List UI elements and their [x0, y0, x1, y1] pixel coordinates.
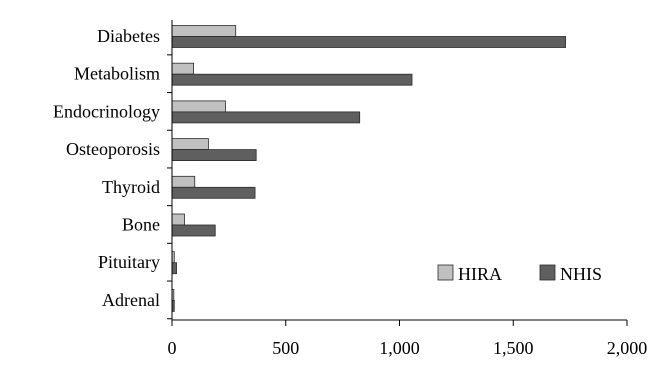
legend: HIRA NHIS	[437, 264, 602, 284]
category-label-pituitary: Pituitary	[98, 252, 160, 272]
x-tick-label: 2,000	[607, 338, 648, 358]
category-label-adrenal: Adrenal	[102, 290, 160, 310]
category-label-metabolism: Metabolism	[74, 64, 160, 84]
x-tick-label: 0	[168, 338, 177, 358]
bar-nhis-osteoporosis	[171, 149, 257, 162]
category-label-endocrinology: Endocrinology	[53, 101, 160, 121]
x-tick-label: 500	[272, 338, 299, 358]
legend-swatch-nhis	[539, 264, 556, 281]
bar-nhis-diabetes	[171, 36, 566, 48]
bar-hira-thyroid	[171, 175, 196, 188]
bar-nhis-bone	[171, 224, 216, 237]
bar-hira-endocrinology	[171, 100, 226, 113]
legend-swatch-hira	[437, 264, 454, 281]
bar-nhis-thyroid	[171, 186, 256, 199]
legend-label-hira: HIRA	[458, 264, 502, 284]
category-label-thyroid: Thyroid	[102, 177, 160, 197]
x-tick-label: 1,500	[493, 338, 534, 358]
x-tick-label: 1,000	[379, 338, 420, 358]
bar-hira-osteoporosis	[171, 138, 209, 151]
category-label-diabetes: Diabetes	[97, 26, 160, 46]
category-label-bone: Bone	[122, 215, 160, 235]
bar-hira-metabolism	[171, 62, 195, 75]
bar-hira-diabetes	[171, 25, 237, 37]
labels-layer: Diabetes Metabolism Endocrinology Osteoporo…	[53, 26, 647, 358]
bar-hira-bone	[171, 213, 185, 226]
legend-label-nhis: NHIS	[560, 264, 602, 284]
category-label-osteoporosis: Osteoporosis	[66, 139, 160, 159]
bar-nhis-pituitary	[171, 262, 177, 275]
bars-layer	[171, 25, 566, 312]
axes-layer	[167, 20, 628, 326]
bar-nhis-endocrinology	[171, 111, 361, 124]
bar-nhis-metabolism	[171, 73, 413, 86]
